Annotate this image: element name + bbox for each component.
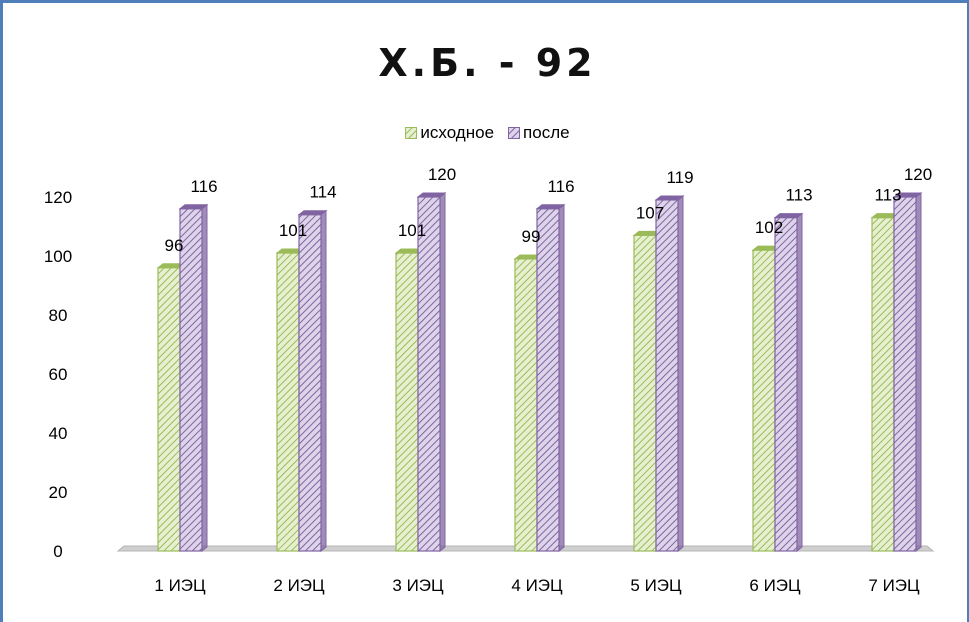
data-label-series-1: 101 (398, 221, 426, 240)
bar-series-2 (893, 196, 917, 552)
data-label-series-2: 116 (547, 177, 574, 196)
bar-series-1 (871, 217, 895, 552)
x-tick-label: 7 ИЭЦ (868, 576, 920, 595)
bar-top-series-2 (773, 213, 804, 219)
data-label-series-1: 96 (165, 236, 184, 255)
bar-side-series-2 (439, 191, 446, 553)
bar-top-series-2 (178, 204, 209, 210)
y-tick-label: 60 (49, 365, 68, 384)
y-tick-label: 120 (44, 188, 72, 207)
data-label-series-2: 116 (190, 177, 217, 196)
data-label-series-1: 107 (636, 203, 664, 222)
bar-series-1 (276, 252, 300, 552)
data-label-series-1: 101 (279, 221, 307, 240)
bar-series-1 (157, 267, 181, 552)
x-tick-label: 2 ИЭЦ (273, 576, 325, 595)
bar-side-series-2 (796, 212, 803, 553)
legend-entry-series-2: после (508, 123, 570, 143)
x-tick-label: 3 ИЭЦ (392, 576, 444, 595)
x-tick-label: 1 ИЭЦ (154, 576, 206, 595)
legend-label-series-1: исходное (420, 123, 495, 142)
y-tick-label: 40 (49, 424, 68, 443)
data-label-series-2: 120 (904, 165, 932, 184)
bar-side-series-2 (201, 203, 208, 553)
data-label-series-1: 102 (755, 218, 783, 237)
bar-series-2 (179, 208, 203, 552)
y-tick-label: 100 (44, 247, 72, 266)
data-label-series-2: 114 (309, 183, 336, 202)
bar-series-2 (417, 196, 441, 552)
bar-top-series-2 (892, 192, 923, 198)
x-tick-label: 4 ИЭЦ (511, 576, 563, 595)
legend-entry-series-1: исходное (405, 123, 494, 143)
legend-label-series-2: после (523, 123, 570, 142)
data-label-series-2: 120 (428, 165, 456, 184)
bar-series-1 (514, 258, 538, 552)
data-label-series-1: 113 (874, 186, 901, 205)
x-tick-label: 6 ИЭЦ (749, 576, 801, 595)
chart-title: Х.Б. - 92 (378, 41, 597, 85)
bar-top-series-2 (654, 195, 685, 201)
y-tick-label: 0 (53, 542, 62, 561)
bar-series-2 (774, 217, 798, 552)
bar-series-2 (536, 208, 560, 552)
data-label-series-1: 99 (522, 227, 541, 246)
x-tick-label: 5 ИЭЦ (630, 576, 682, 595)
bar-top-series-2 (297, 210, 328, 216)
bar-series-1 (633, 234, 657, 552)
chart-legend: исходное после (3, 123, 969, 143)
y-tick-label: 20 (49, 483, 68, 502)
bar-series-1 (395, 252, 419, 552)
bar-top-series-2 (416, 192, 447, 198)
bar-series-2 (298, 214, 322, 552)
data-label-series-2: 119 (666, 168, 693, 187)
y-tick-label: 80 (49, 306, 68, 325)
legend-swatch-series-2 (508, 127, 521, 139)
bar-side-series-2 (558, 203, 565, 553)
bar-side-series-2 (915, 191, 922, 553)
data-label-series-2: 113 (785, 186, 812, 205)
legend-swatch-series-1 (405, 127, 418, 139)
bar-top-series-2 (535, 204, 566, 210)
bar-side-series-2 (677, 194, 684, 553)
bar-series-1 (752, 249, 776, 552)
bar-series-2 (655, 199, 679, 552)
bar-side-series-2 (320, 209, 327, 553)
